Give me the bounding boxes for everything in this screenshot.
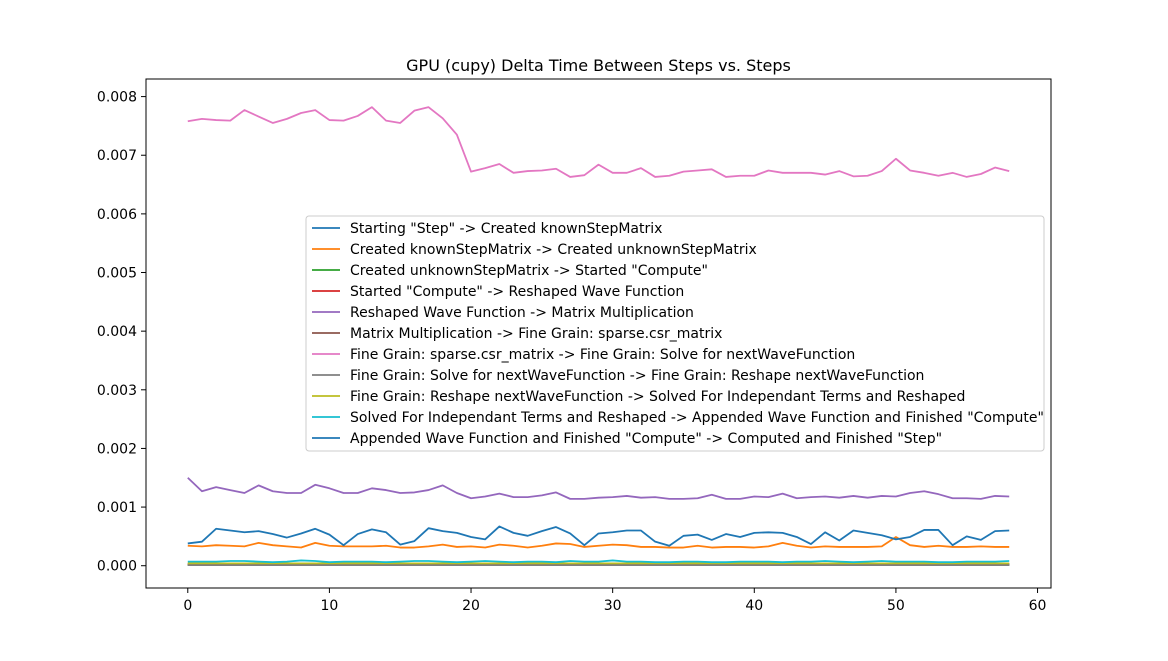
y-tick-label: 0.005 <box>97 266 137 282</box>
y-tick-label: 0.000 <box>97 559 137 575</box>
series-layer <box>187 106 1010 567</box>
legend-label: Fine Grain: Solve for nextWaveFunction -… <box>350 368 924 384</box>
legend-box <box>305 215 1045 452</box>
legend-label: Fine Grain: Reshape nextWaveFunction -> … <box>350 389 965 405</box>
x-tick-label: 10 <box>320 598 338 614</box>
y-tick-label: 0.006 <box>97 207 137 223</box>
y-axis-ticks: 0.000 0.001 0.002 0.003 0.004 0.005 0.006 0.007… <box>97 90 146 575</box>
legend-label: Matrix Multiplication -> Fine Grain: spa… <box>350 326 722 342</box>
legend-label: Fine Grain: sparse.csr_matrix -> Fine Gr… <box>350 347 855 363</box>
y-tick-label: 0.003 <box>97 383 137 399</box>
plot-area: 0 10 20 30 40 50 60 0.0000.0010.0020.0030.0040… <box>97 78 1052 614</box>
chart-title: GPU (cupy) Delta Time Between Steps vs. … <box>406 56 791 75</box>
x-tick-label: 20 <box>462 598 480 614</box>
y-tick-label: 0.002 <box>97 441 137 457</box>
axes-frame <box>145 78 1052 589</box>
series-line-11 <box>187 525 1010 547</box>
y-tick-label: 0.001 <box>97 500 137 516</box>
legend-label: Appended Wave Function and Finished "Com… <box>350 431 942 447</box>
legend-label: Starting "Step" -> Created knownStepMatr… <box>350 221 662 237</box>
series-line-5 <box>187 477 1010 500</box>
x-tick-label: 0 <box>183 598 192 614</box>
legend-label: Reshaped Wave Function -> Matrix Multipl… <box>350 305 694 321</box>
series-line-10 <box>187 559 1010 564</box>
legend-label: Started "Compute" -> Reshaped Wave Funct… <box>350 284 684 300</box>
legend: Starting "Step" -> Created knownStepMatr… <box>305 215 1045 452</box>
x-tick-label: 50 <box>887 598 905 614</box>
x-tick-label: 30 <box>604 598 622 614</box>
legend-label: Solved For Independant Terms and Reshape… <box>350 410 1044 426</box>
x-tick-label: 40 <box>745 598 763 614</box>
series-line-2 <box>187 536 1010 549</box>
y-tick-label: 0.004 <box>97 324 137 340</box>
x-tick-label: 60 <box>1029 598 1047 614</box>
legend-label: Created unknownStepMatrix -> Started "Co… <box>350 263 708 279</box>
y-tick-label: 0.007 <box>97 148 137 164</box>
y-tick-label: 0.008 <box>97 90 137 106</box>
legend-label: Created knownStepMatrix -> Created unkno… <box>350 242 757 258</box>
x-axis-ticks: 0 10 20 30 40 50 60 <box>183 588 1046 614</box>
series-line-7 <box>187 106 1010 178</box>
